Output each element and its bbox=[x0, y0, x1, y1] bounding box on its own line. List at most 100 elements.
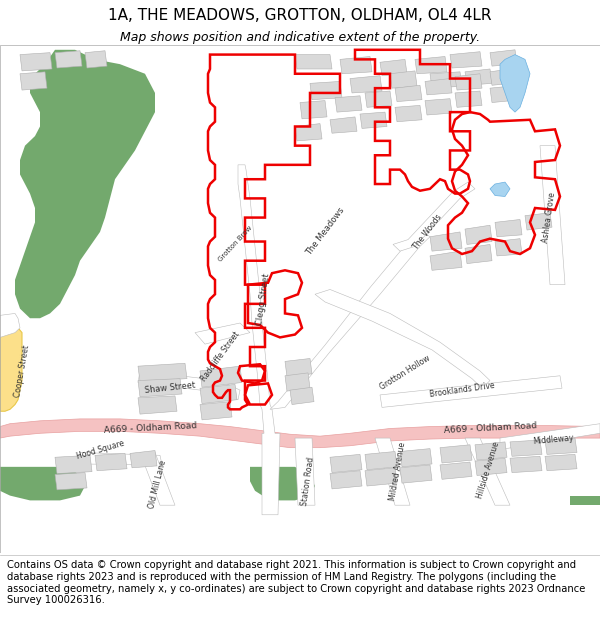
Polygon shape bbox=[285, 373, 310, 391]
Polygon shape bbox=[295, 54, 332, 69]
Text: Middleway: Middleway bbox=[532, 434, 574, 446]
Polygon shape bbox=[300, 101, 327, 119]
Polygon shape bbox=[440, 445, 472, 463]
Polygon shape bbox=[138, 396, 177, 414]
Polygon shape bbox=[315, 289, 490, 388]
Polygon shape bbox=[295, 124, 322, 141]
Polygon shape bbox=[545, 438, 577, 454]
Polygon shape bbox=[490, 69, 512, 85]
Polygon shape bbox=[330, 454, 362, 472]
Polygon shape bbox=[85, 51, 107, 68]
Polygon shape bbox=[310, 81, 342, 99]
Polygon shape bbox=[455, 91, 482, 108]
Polygon shape bbox=[440, 462, 472, 479]
Text: Map shows position and indicative extent of the property.: Map shows position and indicative extent… bbox=[120, 31, 480, 44]
Text: Station Road: Station Road bbox=[300, 456, 316, 506]
Polygon shape bbox=[510, 456, 542, 472]
Polygon shape bbox=[365, 468, 397, 486]
Text: A669 - Oldham Road: A669 - Oldham Road bbox=[103, 421, 197, 436]
Polygon shape bbox=[270, 230, 430, 409]
Polygon shape bbox=[475, 442, 507, 460]
Polygon shape bbox=[570, 496, 600, 505]
Polygon shape bbox=[395, 85, 422, 102]
Polygon shape bbox=[295, 438, 315, 505]
Polygon shape bbox=[200, 402, 232, 420]
Polygon shape bbox=[80, 452, 162, 465]
Polygon shape bbox=[540, 146, 565, 284]
Polygon shape bbox=[425, 99, 452, 115]
Polygon shape bbox=[0, 314, 20, 338]
Polygon shape bbox=[465, 244, 492, 264]
Polygon shape bbox=[138, 371, 240, 400]
Polygon shape bbox=[545, 454, 577, 471]
Polygon shape bbox=[55, 456, 92, 474]
Polygon shape bbox=[525, 213, 552, 230]
Polygon shape bbox=[450, 52, 482, 68]
Polygon shape bbox=[365, 451, 397, 470]
Polygon shape bbox=[455, 74, 482, 90]
Polygon shape bbox=[490, 182, 510, 196]
Polygon shape bbox=[400, 449, 432, 467]
Polygon shape bbox=[290, 388, 314, 404]
Polygon shape bbox=[490, 86, 512, 103]
Polygon shape bbox=[285, 359, 312, 377]
Polygon shape bbox=[330, 471, 362, 489]
Text: Hood Square: Hood Square bbox=[75, 439, 125, 461]
Text: Grotton Hollow: Grotton Hollow bbox=[378, 354, 432, 392]
Polygon shape bbox=[200, 366, 242, 388]
Polygon shape bbox=[393, 182, 475, 251]
Text: The Meadows: The Meadows bbox=[304, 206, 346, 258]
Text: Cooper Street: Cooper Street bbox=[13, 344, 31, 398]
Text: Hillside Avenue: Hillside Avenue bbox=[475, 440, 501, 499]
Polygon shape bbox=[330, 117, 357, 133]
Polygon shape bbox=[430, 72, 462, 88]
Text: Contains OS data © Crown copyright and database right 2021. This information is : Contains OS data © Crown copyright and d… bbox=[7, 560, 586, 605]
Text: Clegg Street: Clegg Street bbox=[255, 272, 271, 326]
Text: Mildred Avenue: Mildred Avenue bbox=[388, 442, 407, 502]
Polygon shape bbox=[400, 465, 432, 483]
Text: A669 - Oldham Road: A669 - Oldham Road bbox=[443, 421, 537, 436]
Polygon shape bbox=[20, 72, 47, 90]
Polygon shape bbox=[140, 452, 175, 505]
Polygon shape bbox=[380, 59, 407, 76]
Polygon shape bbox=[195, 323, 250, 344]
Polygon shape bbox=[390, 71, 417, 88]
Polygon shape bbox=[138, 363, 187, 381]
Polygon shape bbox=[340, 56, 372, 74]
Text: Radcliffe Street: Radcliffe Street bbox=[199, 330, 241, 383]
Polygon shape bbox=[55, 472, 87, 490]
Polygon shape bbox=[430, 232, 462, 251]
Text: Brooklands Drive: Brooklands Drive bbox=[429, 381, 495, 399]
Polygon shape bbox=[55, 51, 82, 68]
Polygon shape bbox=[0, 419, 600, 447]
Text: Grotton Brow: Grotton Brow bbox=[217, 224, 253, 262]
Polygon shape bbox=[130, 451, 157, 468]
Polygon shape bbox=[138, 379, 182, 397]
Polygon shape bbox=[15, 50, 155, 318]
Text: The Woods: The Woods bbox=[412, 213, 444, 251]
Polygon shape bbox=[238, 165, 280, 515]
Polygon shape bbox=[430, 251, 462, 270]
Polygon shape bbox=[95, 453, 127, 471]
Polygon shape bbox=[495, 219, 522, 237]
Text: Shaw Street: Shaw Street bbox=[144, 381, 196, 396]
Polygon shape bbox=[425, 79, 452, 95]
Polygon shape bbox=[465, 69, 492, 85]
Polygon shape bbox=[380, 376, 562, 408]
Polygon shape bbox=[490, 50, 517, 66]
Polygon shape bbox=[335, 96, 362, 112]
Text: Old Mill Lane: Old Mill Lane bbox=[148, 459, 169, 509]
Polygon shape bbox=[395, 106, 422, 122]
Polygon shape bbox=[375, 438, 410, 505]
Polygon shape bbox=[0, 323, 22, 411]
Text: 1A, THE MEADOWS, GROTTON, OLDHAM, OL4 4LR: 1A, THE MEADOWS, GROTTON, OLDHAM, OL4 4L… bbox=[108, 8, 492, 23]
Text: Ashlea Grove: Ashlea Grove bbox=[541, 192, 557, 243]
Polygon shape bbox=[350, 76, 382, 93]
Polygon shape bbox=[465, 225, 492, 244]
Polygon shape bbox=[250, 467, 315, 501]
Polygon shape bbox=[200, 384, 237, 404]
Polygon shape bbox=[465, 438, 510, 505]
Polygon shape bbox=[415, 56, 447, 74]
Polygon shape bbox=[365, 91, 392, 108]
Polygon shape bbox=[510, 440, 542, 456]
